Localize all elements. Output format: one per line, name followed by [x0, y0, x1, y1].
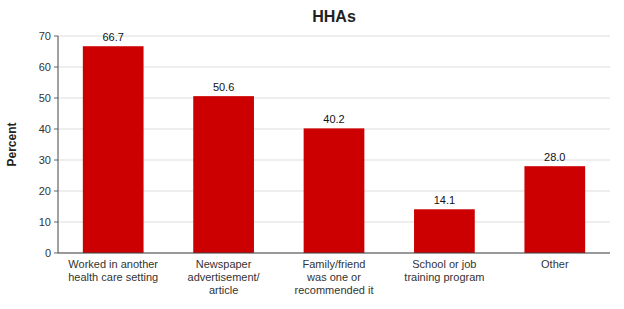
- grid: [58, 36, 610, 253]
- y-tick-label: 10: [39, 216, 51, 228]
- y-tick-label: 20: [39, 185, 51, 197]
- x-tick-label: Other: [541, 258, 569, 270]
- bar: [304, 128, 365, 253]
- y-tick: [54, 67, 58, 68]
- bar: [193, 96, 254, 253]
- grid-line: [58, 253, 610, 254]
- chart-svg: HHAs 0 10 20 30 40 50 60 70 Percent 66.7 50.6 40.2 14…: [0, 0, 624, 309]
- y-tick: [54, 129, 58, 130]
- y-tick: [54, 98, 58, 99]
- y-tick-label: 60: [39, 61, 51, 73]
- x-tick-label: Worked in anotherhealth care setting: [68, 258, 158, 283]
- y-tick: [54, 253, 58, 254]
- data-label: 50.6: [213, 81, 234, 93]
- data-label: 40.2: [323, 113, 344, 125]
- y-tick-label: 40: [39, 123, 51, 135]
- chart-container: HHAs 0 10 20 30 40 50 60 70 Percent 66.7 50.6 40.2 14…: [0, 0, 624, 309]
- grid-line: [58, 36, 610, 37]
- y-tick: [54, 160, 58, 161]
- bar: [414, 209, 475, 253]
- y-tick-label: 70: [39, 30, 51, 42]
- y-tick: [54, 222, 58, 223]
- data-labels: 66.7 50.6 40.2 14.1 28.0: [102, 31, 565, 206]
- y-tick-label: 30: [39, 154, 51, 166]
- x-tick-label: School or jobtraining program: [404, 258, 484, 283]
- data-label: 66.7: [102, 31, 123, 43]
- bar: [83, 46, 144, 253]
- bars: [83, 46, 585, 253]
- y-axis-line: [58, 36, 59, 253]
- x-tick-label: Newspaperadvertisement/article: [188, 258, 261, 296]
- data-label: 28.0: [544, 151, 565, 163]
- x-tick-label: Family/friendwas one orrecommended it: [295, 258, 374, 296]
- data-label: 14.1: [434, 194, 455, 206]
- y-tick: [54, 191, 58, 192]
- y-axis: 0 10 20 30 40 50 60 70: [39, 30, 58, 259]
- x-axis-line: [58, 253, 610, 254]
- y-tick-label: 50: [39, 92, 51, 104]
- bar: [524, 166, 585, 253]
- y-tick-label: 0: [45, 247, 51, 259]
- x-axis: Worked in anotherhealth care setting News…: [68, 258, 569, 296]
- chart-title: HHAs: [312, 8, 356, 25]
- y-tick: [54, 36, 58, 37]
- y-axis-label: Percent: [5, 122, 19, 166]
